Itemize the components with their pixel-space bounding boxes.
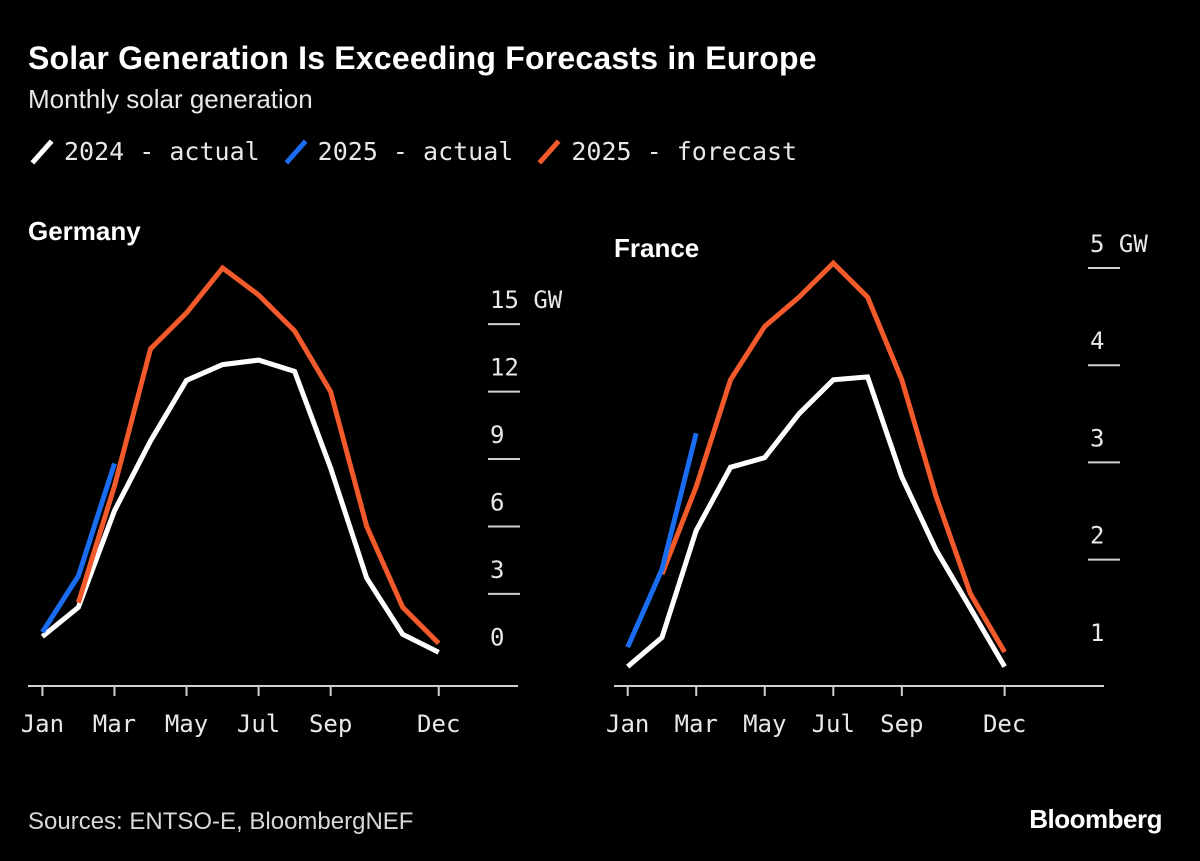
chart-title: Solar Generation Is Exceeding Forecasts …: [28, 40, 817, 76]
germany-y-tick-label: 0: [490, 623, 504, 651]
legend: 2024 - actual 2025 - actual 2025 - forec…: [28, 136, 819, 166]
legend-swatch-2024-actual-icon: [30, 139, 54, 165]
france-x-tick-label: Jan: [606, 710, 649, 738]
bloomberg-logo: Bloomberg: [1029, 804, 1162, 834]
chart-subtitle: Monthly solar generation: [28, 84, 313, 114]
legend-label-2024-actual: 2024 - actual: [64, 136, 260, 166]
france-series-2025-forecast: [659, 259, 1007, 654]
france-x-tick-label: Jul: [812, 710, 855, 738]
germany-series-2025-actual: [40, 462, 117, 634]
germany-x-tick-label: Dec: [417, 710, 460, 738]
germany-y-tick-label: 3: [490, 556, 504, 584]
legend-item-2025-forecast: 2025 - forecast: [535, 136, 797, 166]
legend-item-2024-actual: 2024 - actual: [28, 136, 260, 166]
france-x-tick-label: May: [743, 710, 786, 738]
france-series-2025-actual: [625, 432, 699, 649]
germany-panel-title: Germany: [28, 216, 141, 246]
france-y-tick-label: 3: [1090, 424, 1104, 452]
germany-x-tick-label: Mar: [93, 710, 136, 738]
france-x-tick-label: Mar: [675, 710, 718, 738]
germany-x-tick-label: Jan: [21, 710, 64, 738]
france-x-tick-label: Dec: [983, 710, 1026, 738]
france-panel-title: France: [614, 233, 699, 263]
germany-series-2024-actual: [40, 357, 440, 655]
germany-series-2025-forecast: [76, 264, 441, 646]
germany-y-tick-label: 9: [490, 421, 504, 449]
france-y-tick-label: 5 GW: [1090, 230, 1148, 258]
france-y-tick-label: 4: [1090, 327, 1104, 355]
france-x-tick-label: Sep: [880, 710, 923, 738]
france-y-tick-label: 2: [1090, 522, 1104, 550]
legend-label-2025-forecast: 2025 - forecast: [571, 136, 798, 166]
france-y-tick-label: 1: [1090, 619, 1104, 647]
germany-x-tick-label: Jul: [237, 710, 280, 738]
legend-swatch-2025-actual-icon: [284, 139, 308, 165]
germany-y-tick-label: 15 GW: [490, 286, 563, 314]
source-note: Sources: ENTSO-E, BloombergNEF: [28, 808, 414, 835]
legend-swatch-2025-forecast-icon: [537, 139, 561, 165]
legend-label-2025-actual: 2025 - actual: [317, 136, 514, 166]
france-series-2024-actual: [626, 374, 1007, 669]
germany-y-tick-label: 6: [490, 488, 504, 516]
germany-x-tick-label: May: [165, 710, 208, 738]
germany-x-tick-label: Sep: [309, 710, 352, 738]
legend-item-2025-actual: 2025 - actual: [282, 136, 514, 166]
germany-y-tick-label: 12: [490, 354, 519, 382]
